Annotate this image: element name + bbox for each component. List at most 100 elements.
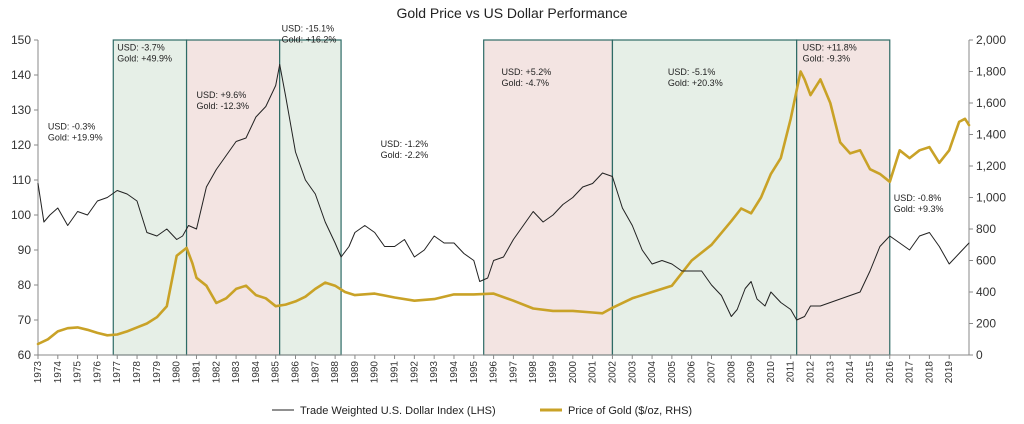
right-tick-label: 1,400 bbox=[976, 128, 1006, 142]
right-tick-label: 0 bbox=[976, 348, 983, 362]
left-tick-label: 110 bbox=[12, 173, 31, 187]
left-tick-label: 70 bbox=[18, 313, 32, 327]
right-tick-label: 2,000 bbox=[976, 33, 1006, 47]
shaded-region-green bbox=[112, 39, 188, 356]
x-tick-label: 1977 bbox=[112, 361, 123, 384]
axes: 60 70 80 90 100 110 120 130 140 150 0 200 400 600 800 1… bbox=[11, 33, 1006, 383]
x-tick-label: 1988 bbox=[330, 361, 341, 384]
x-tick-label: 2013 bbox=[825, 361, 836, 384]
x-tick-label: 2012 bbox=[806, 361, 817, 384]
x-tick-label: 2015 bbox=[865, 361, 876, 384]
x-tick-label: 1989 bbox=[350, 361, 361, 384]
annotation-text: Gold: +20.3% bbox=[668, 78, 723, 88]
legend: Trade Weighted U.S. Dollar Index (LHS) Pr… bbox=[272, 405, 692, 417]
annotation-text: USD: -1.2% bbox=[381, 139, 429, 149]
shaded-region-red bbox=[185, 39, 281, 356]
x-tick-label: 1998 bbox=[528, 361, 539, 384]
x-tick-label: 1976 bbox=[92, 361, 103, 384]
right-tick-label: 1,800 bbox=[976, 65, 1006, 79]
annotation-text: Gold: +19.9% bbox=[48, 132, 103, 142]
x-tick-label: 1994 bbox=[449, 361, 460, 384]
shaded-region-red bbox=[796, 39, 891, 356]
legend-label: Price of Gold ($/oz, RHS) bbox=[568, 405, 692, 417]
right-tick-label: 800 bbox=[976, 222, 996, 236]
x-tick-label: 1979 bbox=[152, 361, 163, 384]
x-tick-label: 1990 bbox=[370, 361, 381, 384]
left-tick-label: 100 bbox=[11, 208, 31, 222]
usd-index-line bbox=[37, 64, 970, 321]
x-tick-label: 2005 bbox=[667, 361, 678, 384]
annotation-text: Gold: -9.3% bbox=[803, 54, 851, 64]
x-tick-label: 1997 bbox=[508, 361, 519, 384]
annotation-text: USD: +11.8% bbox=[803, 43, 857, 53]
left-tick-label: 150 bbox=[11, 33, 31, 47]
gold-price-line bbox=[36, 70, 971, 346]
right-tick-label: 1,200 bbox=[976, 159, 1006, 173]
x-tick-label: 1985 bbox=[271, 361, 282, 384]
annotation-text: USD: -15.1% bbox=[282, 23, 335, 33]
series-lines bbox=[36, 64, 971, 346]
x-tick-label: 2004 bbox=[647, 361, 658, 384]
x-tick-label: 1974 bbox=[53, 361, 64, 384]
right-tick-label: 400 bbox=[976, 285, 996, 299]
x-tick-label: 2008 bbox=[726, 361, 737, 384]
x-tick-label: 2019 bbox=[944, 361, 955, 384]
x-tick-label: 2007 bbox=[706, 361, 717, 384]
left-tick-label: 80 bbox=[18, 278, 32, 292]
left-tick-label: 90 bbox=[18, 243, 32, 257]
x-tick-label: 2006 bbox=[687, 361, 698, 384]
x-tick-label: 2014 bbox=[845, 361, 856, 384]
x-tick-label: 2003 bbox=[627, 361, 638, 384]
right-tick-label: 600 bbox=[976, 254, 996, 268]
x-tick-label: 2016 bbox=[885, 361, 896, 384]
left-tick-label: 60 bbox=[18, 348, 32, 362]
x-tick-label: 1984 bbox=[251, 361, 262, 384]
annotation-text: Gold: -12.3% bbox=[196, 101, 249, 111]
left-tick-label: 120 bbox=[11, 138, 31, 152]
x-tick-label: 2000 bbox=[568, 361, 579, 384]
legend-label: Trade Weighted U.S. Dollar Index (LHS) bbox=[300, 405, 496, 417]
x-tick-label: 1983 bbox=[231, 361, 242, 384]
x-tick-label: 1992 bbox=[409, 361, 420, 384]
annotation-text: Gold: +49.9% bbox=[117, 54, 172, 64]
annotation-text: Gold: +16.2% bbox=[282, 34, 337, 44]
x-tick-label: 2001 bbox=[588, 361, 599, 384]
annotation-text: USD: +5.2% bbox=[502, 67, 552, 77]
x-tick-label: 1980 bbox=[172, 361, 183, 384]
x-tick-label: 1999 bbox=[548, 361, 559, 384]
right-tick-label: 200 bbox=[976, 317, 996, 331]
shaded-region-green bbox=[279, 39, 342, 356]
annotation-text: Gold: -4.7% bbox=[502, 78, 550, 88]
x-tick-label: 1986 bbox=[291, 361, 302, 384]
annotation-text: USD: +9.6% bbox=[196, 90, 246, 100]
x-tick-label: 1991 bbox=[390, 361, 401, 384]
annotation-text: USD: -3.7% bbox=[117, 43, 165, 53]
x-tick-label: 1973 bbox=[33, 361, 44, 384]
annotation-text: USD: -5.1% bbox=[668, 67, 716, 77]
x-tick-label: 1978 bbox=[132, 361, 143, 384]
right-tick-label: 1,600 bbox=[976, 96, 1006, 110]
annotations: USD: -0.3%Gold: +19.9% USD: -3.7%Gold: +4… bbox=[48, 23, 944, 214]
shaded-region-red bbox=[483, 39, 614, 356]
annotation-text: Gold: +9.3% bbox=[894, 204, 944, 214]
x-tick-label: 2017 bbox=[905, 361, 916, 384]
left-tick-label: 130 bbox=[11, 103, 31, 117]
annotation-text: USD: -0.3% bbox=[48, 121, 96, 131]
x-tick-label: 2010 bbox=[766, 361, 777, 384]
x-tick-label: 2011 bbox=[786, 361, 797, 383]
x-tick-label: 1975 bbox=[73, 361, 84, 384]
right-tick-label: 1,000 bbox=[976, 191, 1006, 205]
x-tick-label: 1995 bbox=[469, 361, 480, 384]
annotation-text: USD: -0.8% bbox=[894, 193, 942, 203]
annotation-text: Gold: -2.2% bbox=[381, 150, 429, 160]
x-tick-label: 1981 bbox=[191, 361, 202, 384]
x-tick-label: 1987 bbox=[310, 361, 321, 384]
x-tick-label: 2002 bbox=[607, 361, 618, 384]
chart-title: Gold Price vs US Dollar Performance bbox=[396, 5, 627, 21]
x-tick-label: 1993 bbox=[429, 361, 440, 384]
x-tick-label: 1982 bbox=[211, 361, 222, 384]
x-tick-label: 2009 bbox=[746, 361, 757, 384]
x-tick-label: 2018 bbox=[924, 361, 935, 384]
